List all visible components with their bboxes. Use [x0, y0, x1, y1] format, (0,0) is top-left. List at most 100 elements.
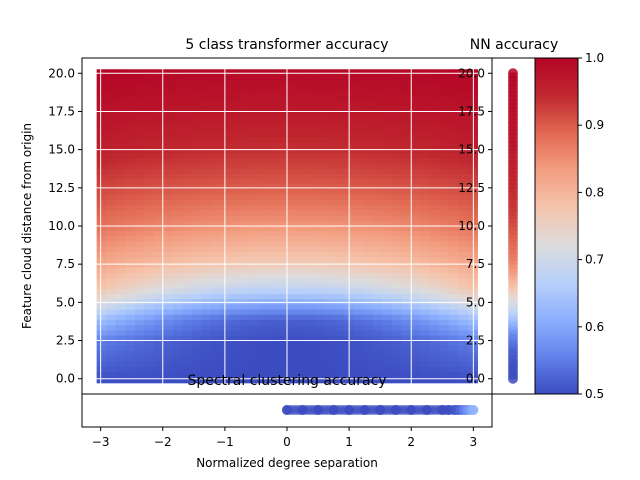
heatmap-cell	[134, 367, 145, 373]
heatmap-cell	[334, 377, 345, 384]
heatmap-cell	[363, 79, 374, 86]
heatmap-cell	[115, 163, 126, 170]
heatmap-cell	[306, 361, 317, 368]
heatmap-cell	[306, 158, 317, 164]
heatmap-cell	[325, 236, 336, 243]
heatmap-cell	[106, 173, 117, 180]
heatmap-cell	[391, 189, 402, 196]
heatmap-cell	[334, 105, 345, 112]
heatmap-cell	[106, 372, 117, 379]
heatmap-cell	[96, 137, 107, 144]
heatmap-cell	[306, 288, 317, 295]
heatmap-cell	[325, 283, 336, 290]
heatmap-cell	[439, 205, 450, 211]
heatmap-cell	[182, 262, 193, 269]
heatmap-cell	[248, 116, 260, 123]
heatmap-cell	[448, 100, 459, 107]
heatmap-cell	[287, 226, 298, 232]
heatmap-cell	[210, 367, 221, 373]
heatmap-cell	[220, 288, 231, 295]
heatmap-cell	[96, 194, 107, 201]
heatmap-cell	[401, 184, 412, 191]
heatmap-cell	[182, 163, 193, 170]
heatmap-cell	[315, 100, 326, 107]
heatmap-cell	[429, 100, 440, 107]
heatmap-cell	[182, 178, 193, 185]
heatmap-cell	[372, 137, 383, 144]
heatmap-cell	[334, 288, 345, 295]
heatmap-cell	[287, 163, 298, 170]
heatmap-cell	[296, 361, 307, 368]
heatmap-cell	[172, 173, 183, 180]
heatmap-cell	[372, 215, 383, 222]
heatmap-cell	[391, 372, 402, 379]
heatmap-cell	[229, 346, 241, 352]
heatmap-cell	[315, 293, 326, 300]
heatmap-cell	[448, 142, 459, 149]
heatmap-cell	[401, 126, 412, 133]
heatmap-cell	[420, 252, 431, 258]
heatmap-cell	[96, 346, 107, 352]
heatmap-cell	[267, 236, 279, 243]
heatmap-cell	[210, 226, 221, 232]
heatmap-cell	[191, 246, 202, 253]
heatmap-cell	[391, 100, 402, 107]
heatmap-cell	[267, 215, 279, 222]
heatmap-cell	[163, 293, 174, 300]
heatmap-cell	[191, 142, 202, 149]
heatmap-cell	[287, 320, 298, 326]
heatmap-cell	[163, 215, 174, 222]
heatmap-cell	[372, 314, 383, 321]
heatmap-cell	[420, 304, 431, 311]
heatmap-cell	[172, 137, 183, 144]
heatmap-cell	[191, 69, 202, 76]
heatmap-cell	[134, 199, 145, 206]
heatmap-cell	[248, 351, 260, 358]
heatmap-cell	[458, 241, 469, 248]
heatmap-cell	[115, 111, 126, 117]
heatmap-cell	[267, 335, 279, 342]
heatmap-cell	[106, 69, 117, 76]
heatmap-cell	[106, 90, 117, 96]
heatmap-cell	[382, 252, 393, 258]
nn-y-tick-label: 2.5	[466, 334, 485, 348]
heatmap-cell	[125, 252, 136, 258]
heatmap-cell	[391, 283, 402, 290]
heatmap-cell	[439, 184, 450, 191]
heatmap-cell	[248, 189, 260, 196]
heatmap-cell	[363, 325, 374, 332]
heatmap-cell	[267, 178, 279, 185]
heatmap-cell	[448, 246, 459, 253]
heatmap-cell	[106, 309, 117, 316]
heatmap-cell	[153, 340, 164, 347]
heatmap-cell	[96, 278, 107, 285]
heatmap-cell	[201, 356, 212, 363]
heatmap-cell	[391, 252, 402, 258]
heatmap-cell	[287, 168, 298, 175]
heatmap-cell	[125, 100, 136, 107]
heatmap-cell	[144, 121, 155, 128]
heatmap-cell	[277, 90, 288, 96]
heatmap-cell	[220, 226, 231, 232]
heatmap-cell	[372, 377, 383, 384]
heatmap-cell	[382, 346, 393, 352]
heatmap-cell	[277, 246, 288, 253]
heatmap-cell	[153, 189, 164, 196]
heatmap-cell	[201, 147, 212, 154]
heatmap-cell	[182, 111, 193, 117]
heatmap-cell	[410, 189, 421, 196]
heatmap-cell	[134, 377, 145, 384]
heatmap-cell	[401, 330, 412, 337]
heatmap-cell	[248, 121, 260, 128]
heatmap-cell	[210, 152, 221, 159]
heatmap-cell	[448, 210, 459, 217]
heatmap-cell	[125, 152, 136, 159]
heatmap-cell	[106, 226, 117, 232]
heatmap-cell	[448, 267, 459, 274]
heatmap-cell	[277, 325, 288, 332]
heatmap-cell	[401, 346, 412, 352]
heatmap-cell	[258, 116, 269, 123]
heatmap-cell	[448, 90, 459, 96]
heatmap-cell	[306, 199, 317, 206]
heatmap-cell	[334, 116, 345, 123]
